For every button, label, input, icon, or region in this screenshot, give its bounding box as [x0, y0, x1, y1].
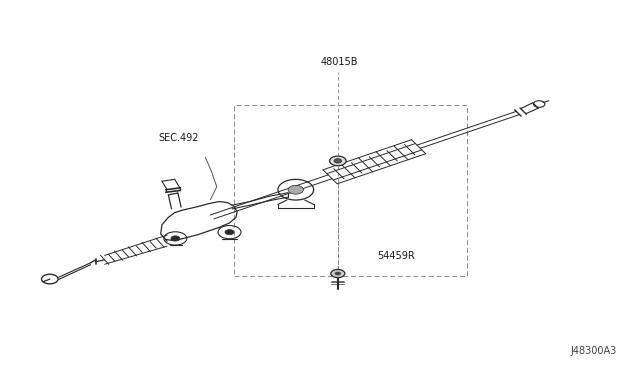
Text: 54459R: 54459R — [378, 251, 415, 261]
Text: J48300A3: J48300A3 — [570, 346, 616, 356]
Circle shape — [335, 272, 341, 275]
Circle shape — [171, 236, 180, 241]
Circle shape — [331, 269, 345, 278]
Text: 48015B: 48015B — [321, 57, 358, 67]
Circle shape — [334, 159, 342, 163]
Circle shape — [330, 156, 346, 166]
Circle shape — [288, 185, 303, 194]
Text: SEC.492: SEC.492 — [158, 133, 199, 143]
Circle shape — [225, 230, 234, 235]
